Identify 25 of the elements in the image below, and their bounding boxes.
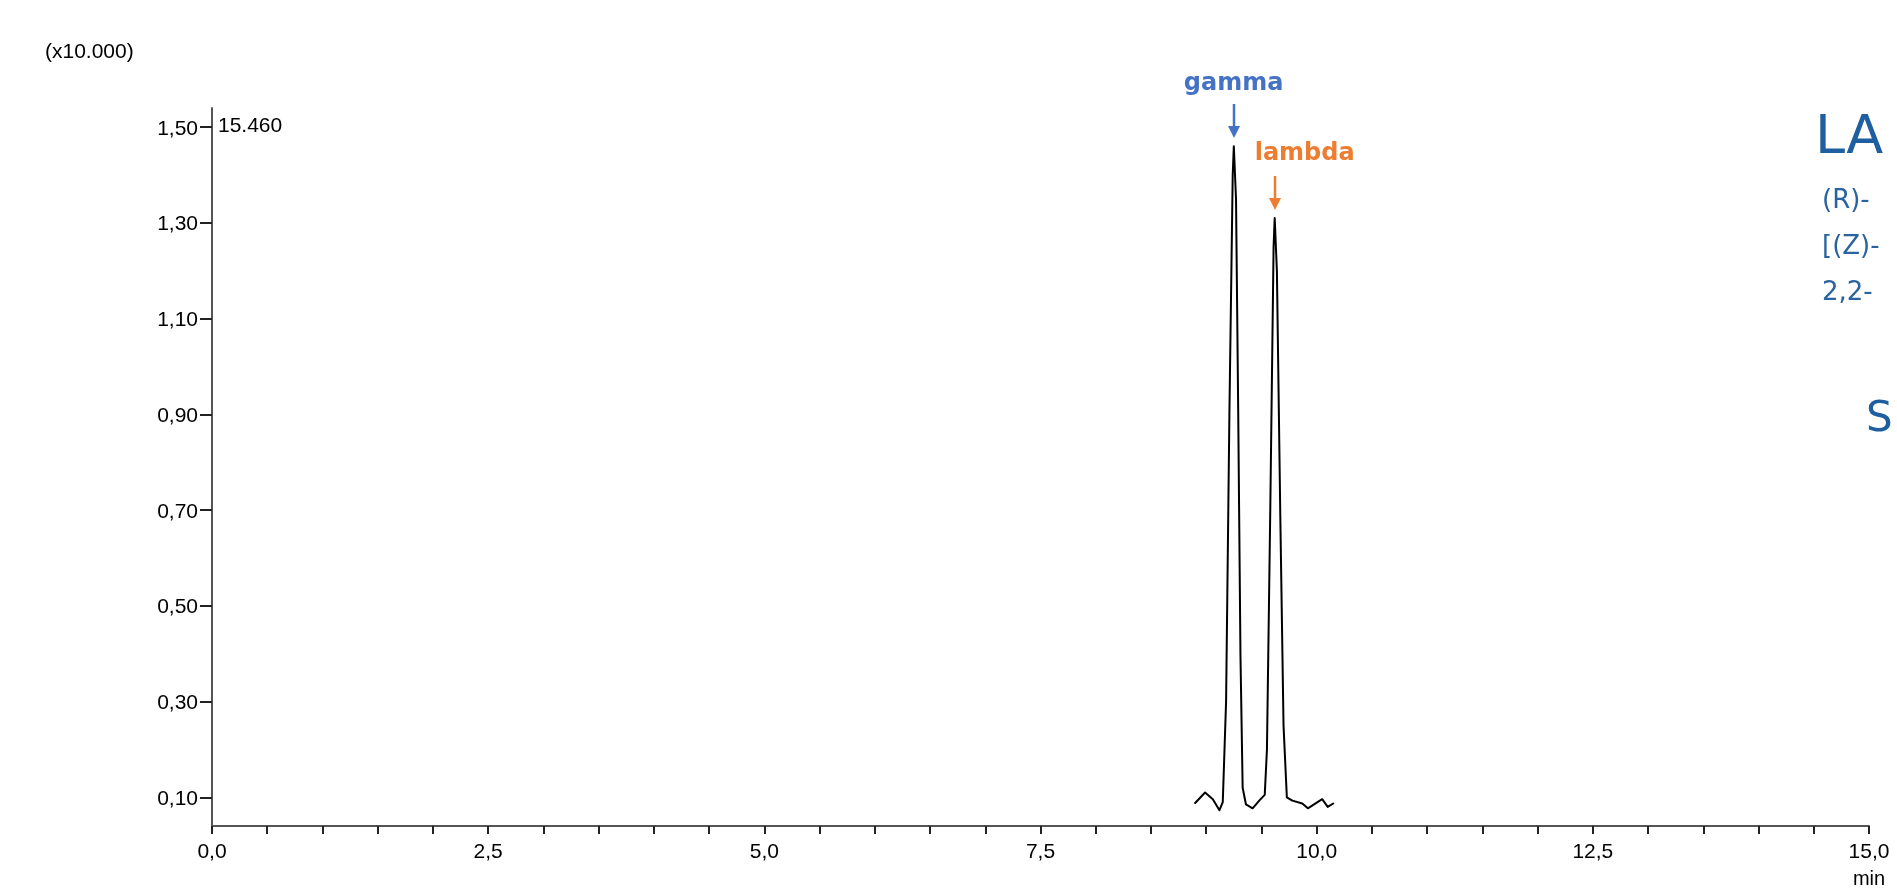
y-tick-label: 0,30 [157,690,198,714]
y-tick-label: 0,70 [157,498,198,522]
x-tick-label: 5,0 [749,839,779,862]
annotation: [(Z)- [1822,230,1880,260]
y-tick-label: 0,50 [157,594,198,618]
annotation: S [1866,392,1893,441]
annotation: lambda [1254,138,1355,167]
annotation: 2,2- [1822,276,1873,306]
annotation: gamma [1183,68,1284,97]
y-tick-label: 0,10 [157,785,198,809]
annotation: (R)- [1822,184,1870,214]
x-tick-label: 12,5 [1572,839,1614,862]
y-tick-label: 1,50 [157,115,198,139]
x-tick-label: 10,0 [1296,839,1338,862]
y-tick-label: 1,10 [157,307,198,331]
y-tick-label: 0,90 [157,402,198,426]
x-tick-label: 15,0 [1848,839,1890,862]
text: (x10.000) [45,39,134,62]
x-axis-title: min [1852,867,1886,889]
x-tick-label: 7,5 [1025,839,1056,862]
x-tick-label: 0,0 [197,839,227,862]
annotation: 15.460 [218,113,283,136]
x-tick-label: 2,5 [473,839,503,862]
annotation: LA [1815,103,1884,166]
y-tick-label: 1,30 [157,211,198,235]
